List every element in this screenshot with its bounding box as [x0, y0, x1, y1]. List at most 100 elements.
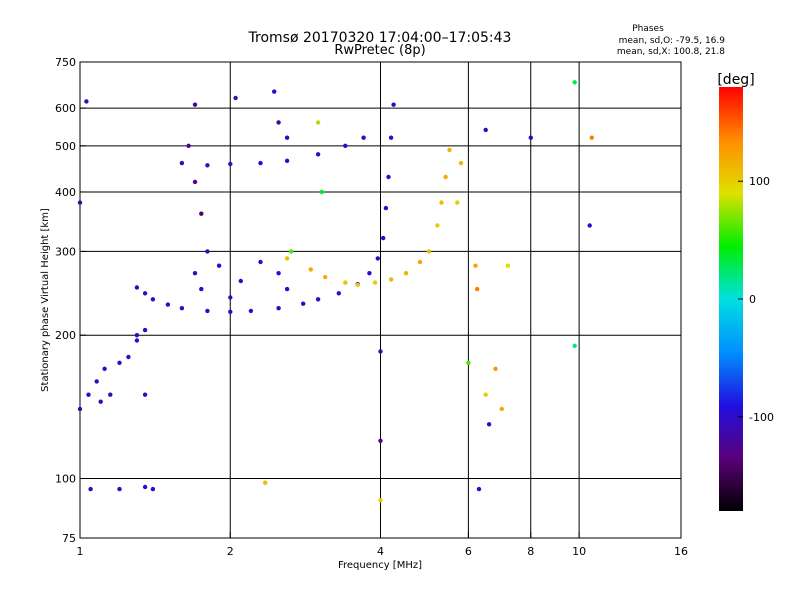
data-point — [458, 160, 464, 166]
ticks-layer: 1 2 4 6 8 10 16 75 100 200 300 400 500 600 750 — [55, 56, 688, 558]
data-point — [150, 297, 156, 302]
data-point — [499, 406, 504, 412]
data-point — [572, 343, 577, 348]
data-point — [142, 392, 148, 397]
data-point — [319, 189, 324, 195]
y-tick-label: 300 — [55, 245, 76, 258]
data-point — [367, 271, 372, 276]
y-tick-label: 100 — [55, 473, 76, 486]
y-tick-label: 600 — [55, 102, 76, 115]
data-point — [179, 306, 185, 311]
data-point — [238, 278, 243, 284]
data-point — [205, 308, 210, 314]
data-point — [102, 366, 107, 371]
data-point — [315, 297, 321, 302]
y-axis-label: Stationary phase Virtual Height [km] — [40, 208, 51, 392]
data-point — [378, 498, 383, 503]
data-point — [117, 360, 122, 365]
data-point — [117, 486, 122, 492]
stats-header: Phases — [632, 24, 664, 34]
data-point — [572, 80, 577, 85]
data-point — [216, 263, 222, 268]
data-point — [315, 152, 321, 157]
data-point — [84, 99, 89, 104]
data-point — [483, 127, 488, 133]
data-point — [343, 280, 348, 285]
data-point — [426, 249, 432, 254]
chart-subtitle: RwPretec (8p) — [334, 43, 425, 58]
x-tick-label: 4 — [377, 545, 384, 558]
colorbar: [deg] -100 0 100 — [717, 72, 774, 511]
data-point — [199, 211, 204, 216]
data-point — [94, 379, 99, 384]
data-point — [505, 263, 511, 268]
data-point — [381, 235, 386, 241]
data-point — [447, 147, 452, 153]
colorbar-tick-label: 100 — [749, 175, 770, 188]
data-point — [142, 484, 148, 490]
data-point — [443, 174, 448, 180]
data-point — [258, 259, 263, 265]
data-point — [475, 286, 480, 292]
data-point — [473, 263, 478, 268]
data-point — [134, 338, 140, 343]
data-point — [372, 280, 378, 285]
data-point — [228, 295, 233, 300]
data-point — [248, 308, 254, 314]
data-point — [528, 135, 533, 140]
x-tick-label: 2 — [227, 545, 234, 558]
data-point — [378, 349, 383, 354]
data-point — [142, 327, 148, 333]
data-point — [361, 135, 366, 140]
x-tick-label: 16 — [674, 545, 688, 558]
y-tick-label: 500 — [55, 140, 76, 153]
data-point — [289, 249, 294, 254]
data-point — [192, 179, 198, 185]
data-point — [486, 422, 492, 427]
data-point — [301, 301, 306, 306]
data-point — [192, 271, 198, 276]
y-tick-label: 75 — [62, 532, 76, 545]
data-point — [165, 302, 171, 307]
colorbar-ticks: -100 0 100 — [738, 175, 774, 424]
data-point — [323, 274, 328, 280]
data-point — [272, 89, 277, 94]
colorbar-label: [deg] — [717, 72, 754, 88]
data-point — [77, 406, 83, 412]
x-axis-label: Frequency [MHz] — [338, 560, 422, 571]
data-point — [276, 306, 281, 311]
x-tick-label: 8 — [527, 545, 534, 558]
data-point — [284, 158, 290, 163]
stats-line-x: mean, sd,X: 100.8, 21.8 — [617, 47, 725, 57]
data-point — [179, 160, 185, 166]
data-point — [205, 249, 210, 254]
data-point — [386, 174, 391, 180]
data-point — [284, 286, 290, 292]
data-point — [276, 120, 281, 125]
data-point — [476, 486, 482, 492]
data-point — [343, 143, 348, 148]
data-point — [435, 223, 440, 228]
data-point — [77, 200, 83, 205]
x-tick-label: 6 — [465, 545, 472, 558]
data-point — [88, 486, 93, 492]
data-point — [233, 95, 238, 101]
data-point — [587, 223, 592, 228]
colorbar-tick-label: 0 — [749, 293, 756, 306]
data-point — [315, 120, 321, 125]
grid-layer — [80, 62, 681, 538]
data-point — [186, 143, 191, 148]
data-point — [455, 200, 460, 205]
data-point — [378, 438, 383, 443]
data-point — [276, 271, 281, 276]
plot-area: 1 2 4 6 8 10 16 75 100 200 300 400 500 600 750 — [55, 56, 688, 558]
data-point — [388, 277, 394, 282]
y-tick-label: 200 — [55, 329, 76, 342]
y-tick-label: 400 — [55, 186, 76, 199]
data-point — [375, 256, 380, 261]
data-points-layer — [77, 80, 594, 503]
data-point — [192, 102, 198, 107]
data-point — [284, 256, 290, 261]
data-point — [150, 486, 156, 492]
